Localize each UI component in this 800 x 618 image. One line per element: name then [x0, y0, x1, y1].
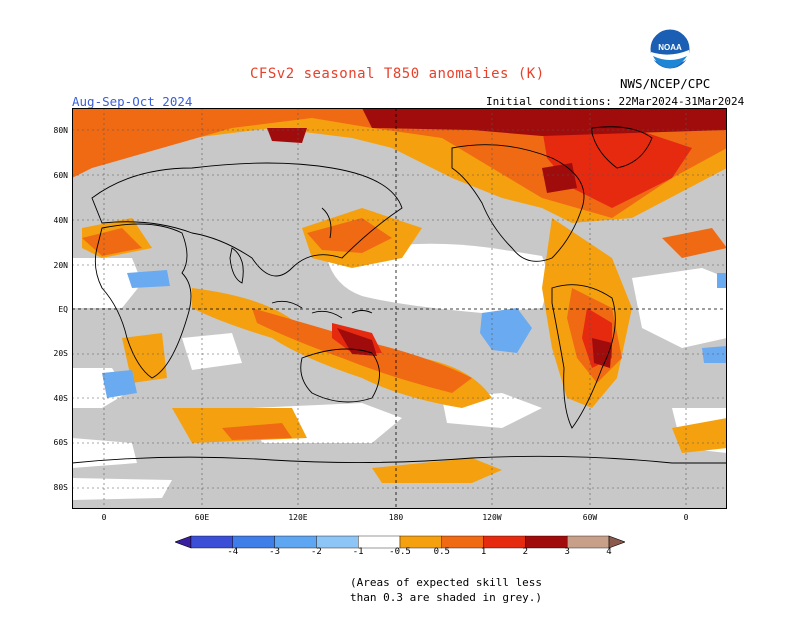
season-label: Aug-Sep-Oct 2024: [72, 94, 193, 109]
lon-label: 120W: [482, 513, 502, 522]
colorbar-tick-label: -0.5: [389, 547, 411, 557]
lon-label: 60W: [582, 513, 598, 522]
lat-label: 20S: [53, 349, 68, 358]
anomaly-map: [72, 108, 727, 509]
lat-label: EQ: [58, 305, 68, 314]
graticule: [72, 108, 727, 509]
anomaly-3-4: [267, 108, 727, 368]
skill-note-line2: than 0.3 are shaded in grey.): [350, 591, 543, 604]
lat-label: 40N: [53, 216, 68, 225]
colorbar-cell: [175, 535, 192, 549]
noaa-logo: NOAA: [649, 28, 691, 70]
colorbar-tick-label: -1: [352, 547, 364, 557]
colorbar-tick-label: -3: [269, 547, 281, 557]
colorbar-tick-label: 4: [606, 547, 612, 557]
colorbar-tick-label: 3: [564, 547, 570, 557]
colorbar-tick-label: 1: [480, 547, 487, 557]
anomaly-neg-0.5-neg-1: [102, 270, 727, 398]
colorbar-cell: [608, 535, 625, 549]
skill-note-line1: (Areas of expected skill less: [350, 576, 543, 589]
lon-label: 120E: [288, 513, 308, 522]
map-frame: [72, 108, 727, 509]
lat-label: 80N: [53, 126, 68, 135]
lon-label: 0: [101, 513, 107, 522]
colorbar-tick-label: 2: [522, 547, 529, 557]
initial-conditions-label: Initial conditions: 22Mar2024-31Mar2024: [486, 95, 745, 108]
lat-label: 40S: [53, 394, 68, 403]
colorbar-tick-label: 0.5: [433, 547, 450, 557]
lon-label: 60E: [194, 513, 210, 522]
map-title: CFSv2 seasonal T850 anomalies (K): [250, 66, 545, 82]
colorbar-tick-label: -4: [227, 547, 239, 557]
lat-label: 60S: [53, 438, 68, 447]
lat-label: 20N: [53, 261, 68, 270]
colorbar: [175, 535, 625, 549]
colorbar-tick-label: -2: [310, 547, 322, 557]
lat-label: 80S: [53, 483, 68, 492]
lon-label: 180: [388, 513, 404, 522]
lon-label: 0: [683, 513, 689, 522]
agency-label: NWS/NCEP/CPC: [620, 76, 711, 91]
lat-label: 60N: [53, 171, 68, 180]
neutral-regions: [72, 243, 727, 500]
logo-text: NOAA: [658, 43, 682, 52]
